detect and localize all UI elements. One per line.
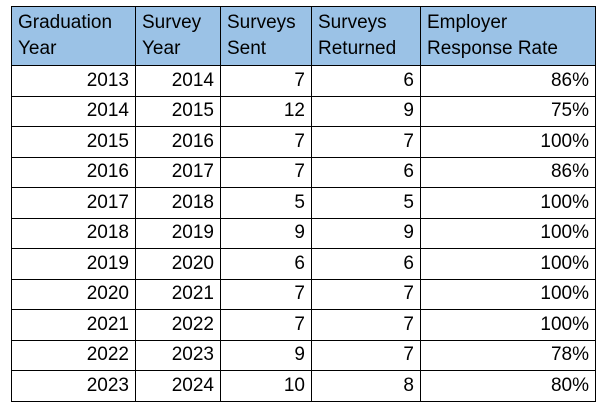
surveys-sent-cell: 6 bbox=[220, 248, 312, 280]
table-body: 2013 2014 7 6 86% 2014 2015 12 9 75% 2015 2016 7 7 100… bbox=[11, 65, 596, 402]
response-rate-cell: 100% bbox=[420, 126, 596, 158]
table-row: 2013 2014 7 6 86% bbox=[11, 65, 596, 97]
response-rate-cell: 75% bbox=[420, 95, 596, 127]
surveys-returned-cell: 7 bbox=[311, 126, 421, 158]
response-rate-cell: 80% bbox=[420, 370, 596, 402]
surveys-returned-cell: 7 bbox=[311, 278, 421, 310]
response-rate-cell: 86% bbox=[420, 156, 596, 188]
table-row: 2017 2018 5 5 100% bbox=[11, 187, 596, 219]
surveys-sent-cell: 7 bbox=[220, 309, 312, 341]
response-rate-cell: 100% bbox=[420, 187, 596, 219]
graduation-year-cell: 2019 bbox=[11, 248, 136, 280]
survey-year-cell: 2024 bbox=[135, 370, 221, 402]
graduation-year-cell: 2017 bbox=[11, 187, 136, 219]
header-line: Employer bbox=[427, 12, 508, 33]
header-line: Year bbox=[18, 38, 57, 59]
survey-year-cell: 2014 bbox=[135, 65, 221, 97]
table-row: 2021 2022 7 7 100% bbox=[11, 309, 596, 341]
table-header: Graduation Year Survey Year Surveys Sent… bbox=[11, 6, 596, 66]
surveys-sent-cell: 9 bbox=[220, 339, 312, 371]
response-rate-cell: 78% bbox=[420, 339, 596, 371]
response-rate-cell: 100% bbox=[420, 217, 596, 249]
survey-year-cell: 2015 bbox=[135, 95, 221, 127]
surveys-sent-cell: 9 bbox=[220, 217, 312, 249]
table-row: 2015 2016 7 7 100% bbox=[11, 126, 596, 158]
table-row: 2014 2015 12 9 75% bbox=[11, 95, 596, 127]
header-line: Returned bbox=[318, 38, 397, 59]
surveys-sent-cell: 12 bbox=[220, 95, 312, 127]
survey-year-cell: 2019 bbox=[135, 217, 221, 249]
response-rate-cell: 100% bbox=[420, 309, 596, 341]
graduation-year-cell: 2015 bbox=[11, 126, 136, 158]
survey-year-cell: 2022 bbox=[135, 309, 221, 341]
surveys-returned-cell: 7 bbox=[311, 309, 421, 341]
response-rate-cell: 100% bbox=[420, 248, 596, 280]
header-line: Year bbox=[142, 38, 181, 59]
surveys-returned-cell: 6 bbox=[311, 156, 421, 188]
header-line: Sent bbox=[227, 38, 267, 59]
survey-year-cell: 2023 bbox=[135, 339, 221, 371]
header-survey-year: Survey Year bbox=[135, 6, 221, 66]
surveys-sent-cell: 10 bbox=[220, 370, 312, 402]
table-row: 2018 2019 9 9 100% bbox=[11, 217, 596, 249]
survey-year-cell: 2017 bbox=[135, 156, 221, 188]
surveys-returned-cell: 5 bbox=[311, 187, 421, 219]
graduation-year-cell: 2022 bbox=[11, 339, 136, 371]
header-line: Graduation bbox=[18, 12, 113, 33]
graduation-year-cell: 2013 bbox=[11, 65, 136, 97]
header-employer-response-rate: Employer Response Rate bbox=[420, 6, 596, 66]
header-surveys-sent: Surveys Sent bbox=[220, 6, 312, 66]
table-row: 2019 2020 6 6 100% bbox=[11, 248, 596, 280]
surveys-sent-cell: 7 bbox=[220, 126, 312, 158]
surveys-sent-cell: 7 bbox=[220, 65, 312, 97]
header-line: Response Rate bbox=[427, 38, 558, 59]
response-rate-cell: 100% bbox=[420, 278, 596, 310]
employer-survey-table: Graduation Year Survey Year Surveys Sent… bbox=[11, 6, 596, 402]
graduation-year-cell: 2020 bbox=[11, 278, 136, 310]
header-surveys-returned: Surveys Returned bbox=[311, 6, 421, 66]
surveys-sent-cell: 7 bbox=[220, 278, 312, 310]
survey-year-cell: 2018 bbox=[135, 187, 221, 219]
graduation-year-cell: 2018 bbox=[11, 217, 136, 249]
graduation-year-cell: 2023 bbox=[11, 370, 136, 402]
surveys-sent-cell: 5 bbox=[220, 187, 312, 219]
survey-year-cell: 2021 bbox=[135, 278, 221, 310]
graduation-year-cell: 2021 bbox=[11, 309, 136, 341]
header-line: Surveys bbox=[318, 12, 387, 33]
graduation-year-cell: 2016 bbox=[11, 156, 136, 188]
survey-year-cell: 2020 bbox=[135, 248, 221, 280]
header-graduation-year: Graduation Year bbox=[11, 6, 136, 66]
surveys-returned-cell: 9 bbox=[311, 217, 421, 249]
surveys-returned-cell: 6 bbox=[311, 65, 421, 97]
table-row: 2022 2023 9 7 78% bbox=[11, 339, 596, 371]
table-row: 2016 2017 7 6 86% bbox=[11, 156, 596, 188]
table-row: 2023 2024 10 8 80% bbox=[11, 370, 596, 402]
header-line: Survey bbox=[142, 12, 202, 33]
surveys-sent-cell: 7 bbox=[220, 156, 312, 188]
graduation-year-cell: 2014 bbox=[11, 95, 136, 127]
surveys-returned-cell: 7 bbox=[311, 339, 421, 371]
survey-year-cell: 2016 bbox=[135, 126, 221, 158]
header-row: Graduation Year Survey Year Surveys Sent… bbox=[11, 6, 596, 66]
header-line: Surveys bbox=[227, 12, 296, 33]
survey-table-container: Graduation Year Survey Year Surveys Sent… bbox=[11, 6, 596, 402]
surveys-returned-cell: 6 bbox=[311, 248, 421, 280]
response-rate-cell: 86% bbox=[420, 65, 596, 97]
surveys-returned-cell: 9 bbox=[311, 95, 421, 127]
surveys-returned-cell: 8 bbox=[311, 370, 421, 402]
table-row: 2020 2021 7 7 100% bbox=[11, 278, 596, 310]
